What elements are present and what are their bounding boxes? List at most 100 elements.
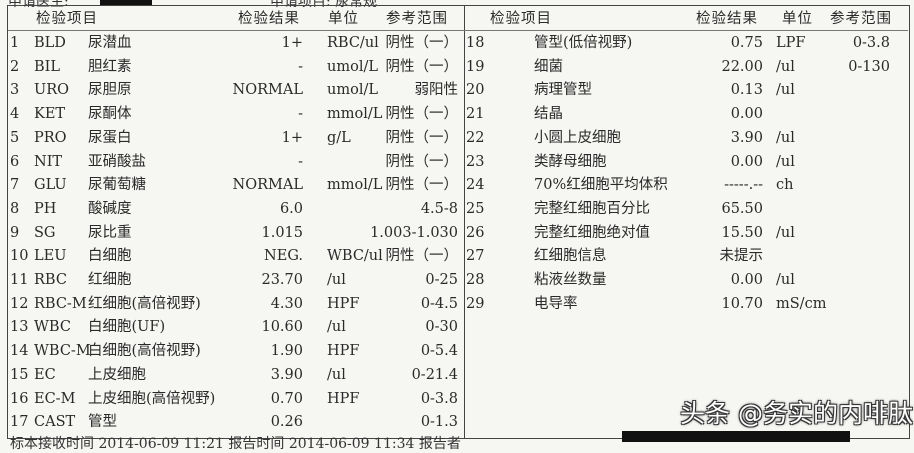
test-unit: g/L <box>327 129 351 146</box>
test-code: EC-M <box>34 390 76 407</box>
row-number: 5 <box>10 129 20 146</box>
test-result: NORMAL <box>232 82 303 99</box>
reference-range: 阴性（一） <box>385 106 459 123</box>
redaction-bar <box>622 431 850 442</box>
test-name: 尿比重 <box>88 224 132 241</box>
test-name: 粘液丝数量 <box>534 272 607 288</box>
test-code: NIT <box>34 153 63 170</box>
watermark: 头条 @务实的内啡肽 <box>680 399 913 428</box>
row-number: 8 <box>10 200 20 217</box>
reference-range: 阴性（一） <box>385 58 459 75</box>
test-result: NEG. <box>264 248 303 265</box>
test-result: -----.-- <box>724 177 763 194</box>
test-name: 电导率 <box>534 295 578 312</box>
row-number: 9 <box>10 224 20 241</box>
test-name: 上皮细胞 <box>88 366 146 383</box>
test-name: 尿葡萄糖 <box>88 177 146 194</box>
test-unit: HPF <box>327 343 360 360</box>
test-code: BIL <box>34 58 61 75</box>
test-unit: /ul <box>776 272 795 288</box>
test-name: 尿酮体 <box>88 106 132 123</box>
reference-range: 4.5-8 <box>420 200 458 217</box>
row-number: 3 <box>10 82 20 99</box>
row-number: 10 <box>10 248 29 265</box>
reference-range: 0-30 <box>425 319 458 336</box>
test-name: 酸碱度 <box>88 200 132 217</box>
test-unit: /ul <box>776 153 795 170</box>
test-result: 3.90 <box>270 366 303 383</box>
test-result: 0.13 <box>730 82 763 99</box>
test-name: 红细胞 <box>88 272 132 288</box>
test-result: NORMAL <box>232 177 303 194</box>
row-number: 20 <box>466 82 485 99</box>
test-name: 小圆上皮细胞 <box>534 129 621 146</box>
row-number: 18 <box>466 35 485 51</box>
row-number: 19 <box>466 58 485 75</box>
test-code: RBC <box>34 272 67 288</box>
test-code: KET <box>34 106 66 123</box>
test-code: WBC-M <box>34 343 91 360</box>
row-number: 15 <box>10 366 29 383</box>
test-name: 病理管型 <box>534 82 592 99</box>
row-number: 11 <box>10 272 29 288</box>
test-name: 完整红细胞绝对值 <box>534 224 650 241</box>
test-unit: /ul <box>327 319 346 336</box>
test-unit: RBC/ul <box>327 35 379 51</box>
test-result: 0.00 <box>730 272 763 288</box>
reference-range: 0-3.8 <box>420 390 458 407</box>
test-result: 1.90 <box>270 343 303 360</box>
test-name: 红细胞(高倍视野) <box>88 295 201 312</box>
test-result: 22.00 <box>721 58 763 75</box>
header-result-right: 检验结果 <box>696 11 758 27</box>
test-result: 23.70 <box>261 272 303 288</box>
test-name: 红细胞信息 <box>534 248 607 265</box>
test-name: 白细胞 <box>88 248 132 265</box>
reference-range: 0-5.4 <box>420 343 458 360</box>
test-result: 10.70 <box>721 295 763 312</box>
test-code: WBC <box>34 319 71 336</box>
test-result: 未提示 <box>719 248 764 265</box>
test-code: BLD <box>34 35 66 51</box>
reference-range: 1.003-1.030 <box>370 224 458 241</box>
test-unit: /ul <box>776 224 795 241</box>
test-name: 类酵母细胞 <box>534 153 607 170</box>
test-name: 管型(低倍视野) <box>534 35 633 51</box>
row-number: 23 <box>466 153 485 170</box>
redaction-bar <box>100 0 152 5</box>
test-unit: /ul <box>327 366 346 383</box>
test-unit: /ul <box>776 129 795 146</box>
reference-range: 阴性（一） <box>385 129 459 146</box>
row-number: 21 <box>466 106 485 123</box>
test-code: RBC-M <box>34 295 87 312</box>
reference-range: 阴性（一） <box>385 177 459 194</box>
test-result: 10.60 <box>261 319 303 336</box>
test-name: 白细胞(高倍视野) <box>88 343 201 360</box>
test-result: 3.90 <box>730 129 763 146</box>
test-code: EC <box>34 366 56 383</box>
header-result: 检验结果 <box>238 11 300 27</box>
reference-range: 0-130 <box>848 58 890 75</box>
test-unit: /ul <box>327 272 346 288</box>
test-unit: ch <box>776 177 794 194</box>
test-name: 尿蛋白 <box>88 129 132 146</box>
row-number: 24 <box>466 177 485 194</box>
row-number: 4 <box>10 106 20 123</box>
test-result: - <box>298 106 303 123</box>
row-number: 27 <box>466 248 485 265</box>
test-result: 0.00 <box>730 153 763 170</box>
test-code: SG <box>34 224 56 241</box>
reference-range: 0-4.5 <box>420 295 458 312</box>
test-result: 65.50 <box>721 200 763 217</box>
header-unit: 单位 <box>328 11 359 27</box>
row-number: 29 <box>466 295 485 312</box>
reference-range: 0-1.3 <box>420 414 458 431</box>
test-unit: mS/cm <box>776 295 827 312</box>
test-name: 上皮细胞(高倍视野) <box>88 390 216 407</box>
row-number: 13 <box>10 319 29 336</box>
test-unit: WBC/ul <box>327 248 383 265</box>
test-unit: mmol/L <box>327 106 383 123</box>
test-name: 胆红素 <box>88 58 132 75</box>
test-code: LEU <box>34 248 67 265</box>
header-range: 参考范围 <box>386 11 448 27</box>
row-number: 14 <box>10 343 29 360</box>
